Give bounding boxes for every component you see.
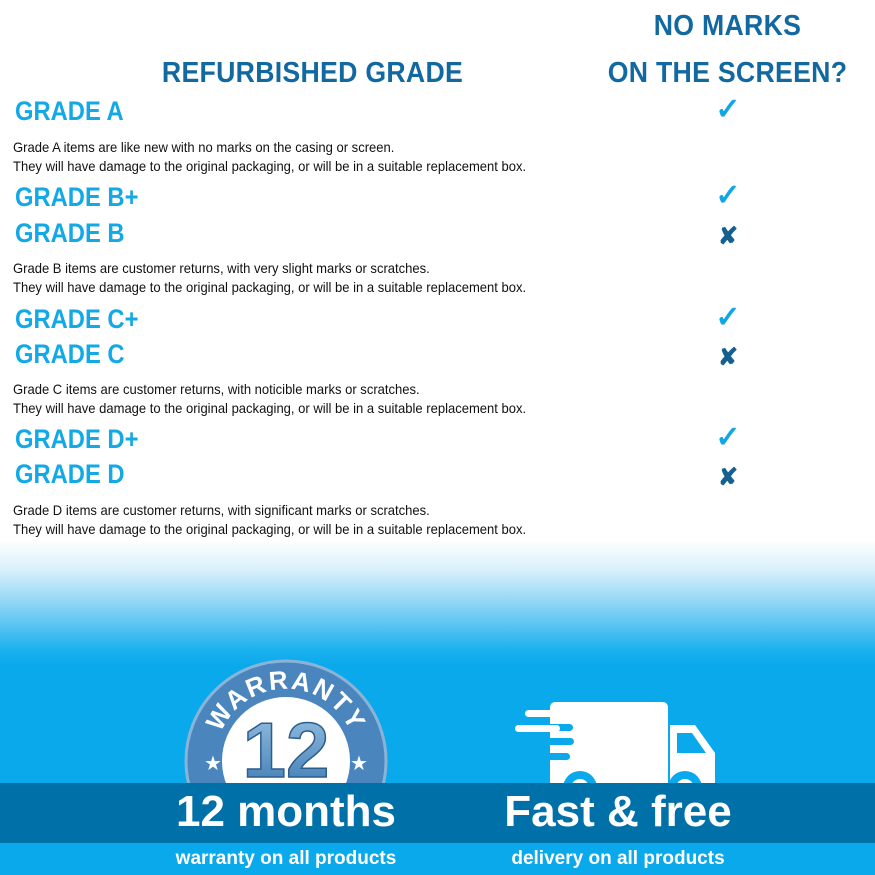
- cross-icon: ✘: [717, 344, 739, 371]
- footer-band: [0, 783, 875, 843]
- warranty-badge-icon: WARRANTY 12 ★ ★: [184, 659, 388, 795]
- delivery-subtitle: delivery on all products: [511, 848, 725, 869]
- grade-a-label: GRADE A: [15, 96, 124, 126]
- grade-d-label: GRADE D: [15, 459, 125, 489]
- check-icon: ✓: [715, 179, 741, 212]
- desc-line: They will have damage to the original pa…: [13, 521, 527, 537]
- badge-number: 12: [243, 706, 330, 794]
- refurbished-grade-header: REFURBISHED GRADE: [161, 57, 464, 89]
- check-icon: ✓: [715, 301, 741, 334]
- grade-d-plus-label: GRADE D+: [15, 424, 139, 454]
- cross-icon: ✘: [717, 223, 739, 250]
- grade-b-label: GRADE B: [15, 218, 125, 248]
- desc-line: Grade B items are customer returns, with…: [13, 260, 430, 276]
- cross-icon: ✘: [717, 464, 739, 491]
- svg-text:★: ★: [350, 753, 368, 775]
- desc-line: They will have damage to the original pa…: [13, 279, 527, 295]
- desc-line: Grade A items are like new with no marks…: [13, 139, 395, 155]
- check-icon: ✓: [715, 93, 741, 126]
- grade-a-description: Grade A items are like new with no marks…: [13, 138, 526, 176]
- warranty-title: 12 months: [175, 787, 397, 836]
- no-marks-header-line2: ON THE SCREEN?: [607, 57, 848, 89]
- grade-c-label: GRADE C: [15, 339, 125, 369]
- desc-line: Grade D items are customer returns, with…: [13, 502, 430, 518]
- delivery-truck-icon: [510, 702, 715, 788]
- check-icon: ✓: [715, 421, 741, 454]
- desc-line: They will have damage to the original pa…: [13, 400, 527, 416]
- no-marks-header-line1: NO MARKS: [653, 10, 802, 42]
- warranty-subtitle: warranty on all products: [175, 848, 397, 869]
- svg-text:★: ★: [204, 753, 222, 775]
- grade-b-plus-label: GRADE B+: [15, 182, 139, 212]
- desc-line: They will have damage to the original pa…: [13, 158, 527, 174]
- grade-d-description: Grade D items are customer returns, with…: [13, 501, 526, 539]
- grade-c-plus-label: GRADE C+: [15, 304, 139, 334]
- delivery-title: Fast & free: [504, 787, 732, 836]
- desc-line: Grade C items are customer returns, with…: [13, 381, 420, 397]
- grade-c-description: Grade C items are customer returns, with…: [13, 380, 526, 418]
- grade-b-description: Grade B items are customer returns, with…: [13, 259, 526, 297]
